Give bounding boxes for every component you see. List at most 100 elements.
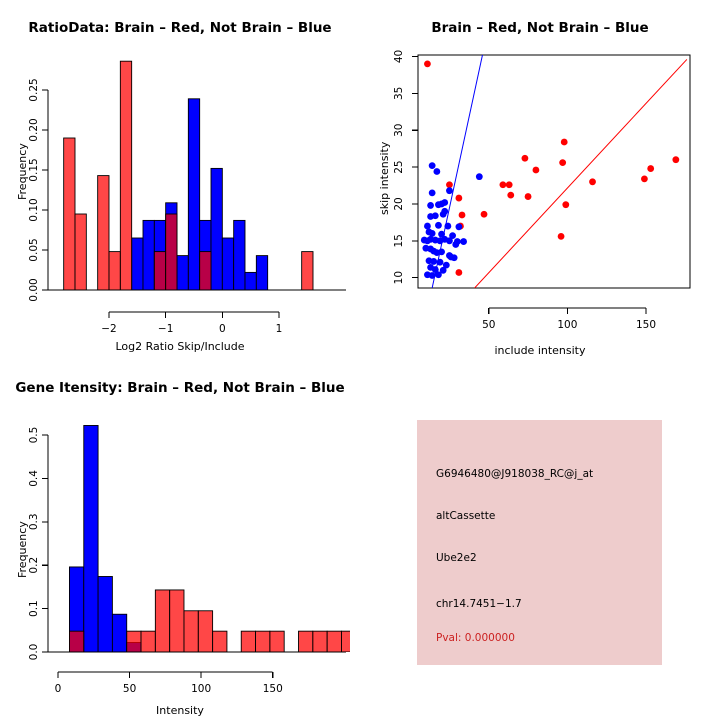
scatter-point (431, 266, 439, 273)
scatter-point (559, 159, 567, 167)
histogram-bar (63, 137, 76, 291)
ratio-ytick-label: 0.20 (28, 118, 40, 141)
histogram-bar (341, 630, 350, 652)
scatter-point (446, 187, 453, 195)
scatter-ylabel: skip intensity (378, 141, 391, 215)
scatter-ytick-label: 40 (393, 50, 405, 63)
scatter-point (428, 189, 436, 197)
scatter-point (428, 162, 436, 170)
scatter-point (441, 199, 449, 206)
gene-ytick-label: 0.2 (28, 557, 40, 574)
scatter-point (647, 165, 655, 172)
scatter-point (449, 232, 456, 240)
scatter-point (524, 193, 532, 200)
histogram-bar (187, 98, 201, 291)
histogram-bar (69, 630, 85, 652)
histogram-bar (126, 630, 142, 652)
gene-xtick-label: 100 (191, 683, 211, 695)
gene-histogram-plot: 0.0 0.1 0.2 0.3 0.4 0.5 0 50 100 150 (28, 425, 350, 695)
histogram-bar (183, 610, 199, 652)
histogram-bar (269, 630, 285, 652)
ratio-histogram-plot: 0.00 0.05 0.10 0.15 0.20 0.25 −2 −1 0 1 (28, 60, 346, 335)
gene-ytick-label: 0.0 (28, 644, 40, 661)
histogram-bar (199, 251, 212, 291)
scatter-point (430, 258, 438, 265)
histogram-bar (97, 576, 113, 652)
info-event-type: altCassette (436, 510, 496, 522)
histogram-bar (240, 630, 257, 652)
info-gene-symbol: Ube2e2 (436, 552, 477, 564)
scatter-inner (420, 55, 688, 288)
gene-histogram-ylabel: Frequency (16, 521, 29, 578)
info-pvalue: Pval: 0.000000 (436, 632, 515, 644)
scatter-point (427, 202, 434, 209)
scatter-point (444, 222, 452, 230)
histogram-bar (97, 175, 110, 291)
histogram-bar (221, 237, 235, 291)
scatter-point (460, 238, 467, 245)
histogram-bar (83, 425, 99, 652)
scatter-point (424, 222, 431, 230)
gene-xtick-label: 0 (55, 683, 62, 695)
gene-xtick-label: 50 (123, 683, 136, 695)
scatter-xtick-label: 50 (482, 319, 495, 331)
scatter-point (641, 175, 648, 183)
ratio-ytick-label: 0.25 (28, 78, 40, 101)
histogram-bar (255, 255, 269, 291)
scatter-point (455, 269, 463, 276)
scatter-title: Brain – Red, Not Brain – Blue (431, 20, 649, 36)
gene-hist-bars (69, 425, 350, 652)
scatter-point (435, 221, 442, 229)
scatter-point (446, 181, 453, 189)
histogram-bar (142, 219, 155, 291)
info-locus: chr14.7451−1.7 (436, 598, 522, 610)
scatter-ytick-label: 30 (393, 124, 405, 137)
histogram-bar (176, 255, 189, 291)
ratio-hist-bars (63, 60, 314, 291)
histogram-bar (119, 60, 133, 291)
scatter-ytick-label: 20 (393, 197, 405, 210)
scatter-point (560, 138, 568, 146)
ratio-ytick-label: 0.10 (28, 198, 40, 221)
scatter-ytick-label: 15 (393, 234, 405, 247)
histogram-bar (212, 630, 228, 652)
scatter-point (447, 253, 455, 261)
scatter-point (435, 271, 442, 279)
panel-gene-histogram: Gene Itensity: Brain – Red, Not Brain – … (0, 360, 360, 720)
gene-ytick-label: 0.4 (28, 470, 40, 487)
histogram-bar (74, 213, 87, 291)
scatter-point (441, 207, 449, 215)
ratio-histogram-title: RatioData: Brain – Red, Not Brain – Blue (28, 20, 332, 36)
scatter-point (458, 211, 466, 219)
gene-info-panel: G6946480@J918038_RC@j_at altCassette Ube… (417, 420, 662, 665)
scatter-point (532, 166, 540, 174)
scatter-point (557, 232, 565, 240)
histogram-bar (312, 630, 328, 652)
scatter-ytick-label: 10 (393, 271, 405, 284)
histogram-bar (298, 630, 314, 652)
scatter-point (439, 266, 447, 274)
gene-xtick-label: 150 (263, 683, 283, 695)
ratio-ytick-label: 0.00 (28, 278, 40, 301)
scatter-point (480, 210, 488, 218)
gene-ytick-label: 0.5 (28, 427, 40, 444)
histogram-bar (169, 589, 185, 652)
panel-intensity-scatter: Brain – Red, Not Brain – Blue include in… (360, 0, 720, 360)
histogram-bar (153, 251, 167, 291)
scatter-plot-box (417, 54, 691, 289)
gene-histogram-xlabel: Intensity (156, 704, 204, 717)
scatter-point (433, 168, 441, 175)
panel-ratio-histogram: RatioData: Brain – Red, Not Brain – Blue… (0, 0, 360, 360)
scatter-point (428, 230, 436, 237)
scatter-xtick-label: 150 (636, 319, 656, 331)
scatter-point (424, 60, 431, 68)
scatter-point (438, 248, 445, 256)
histogram-bar (108, 251, 121, 291)
histogram-bar (255, 630, 271, 652)
histogram-bar (244, 271, 257, 291)
scatter-point (672, 156, 680, 164)
scatter-point (499, 181, 507, 189)
histogram-bar (326, 630, 342, 652)
info-probe-id: G6946480@J918038_RC@j_at (436, 468, 594, 480)
gene-histogram-title: Gene Itensity: Brain – Red, Not Brain – … (15, 380, 345, 396)
